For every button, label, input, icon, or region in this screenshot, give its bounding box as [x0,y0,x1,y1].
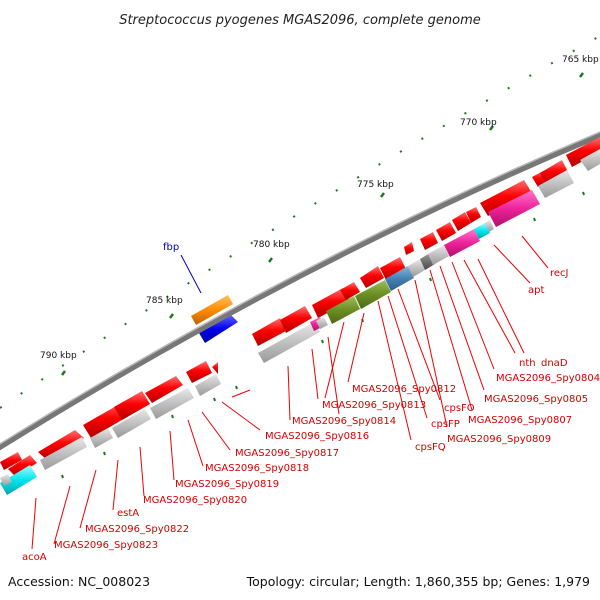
magenta-block [444,229,480,257]
gene-arrow [436,222,456,241]
gray-block [0,474,12,486]
major-tick [489,125,494,131]
gene-label-spy0817: MGAS2096_Spy0817 [235,448,339,459]
tick-label-790: 790 kbp [40,351,77,361]
leader-lines [31,235,549,550]
gene-label-spy0816: MGAS2096_Spy0816 [265,431,369,442]
tick-label-770: 770 kbp [460,118,497,128]
gene-arrow [312,288,350,318]
gene-arrow [114,391,150,420]
gene-label-apt: apt [528,285,544,296]
fbp-blue-block [199,315,238,343]
backbone-highlight [0,131,600,445]
gene-label-spy0818: MGAS2096_Spy0818 [205,463,309,474]
gene-label-cpsFQ: cpsFQ [415,442,446,453]
map-title: Streptococcus pyogenes MGAS2096, complet… [119,13,481,28]
cyan-block [474,223,490,239]
major-tick [61,370,66,376]
gene-arrow [380,257,406,280]
gene-arrow [212,362,218,374]
gene-arrow [340,282,360,300]
gene-label-spy0819: MGAS2096_Spy0819 [175,479,279,490]
magenta-block [488,190,540,227]
forward-genes [0,137,600,476]
tick-label-785: 785 kbp [146,296,183,306]
gray-block [258,322,320,363]
gray-block [316,317,328,329]
gene-arrow [360,266,384,288]
gene-label-spy0805: MGAS2096_Spy0805 [484,394,588,405]
gray-block [150,388,194,419]
gray-block [40,437,87,470]
gray-block [112,409,151,438]
gene-label-spy0804: MGAS2096_Spy0804 [496,373,600,384]
gray-block [408,259,425,277]
cyan-block [0,465,37,495]
gene-label-spy0807: MGAS2096_Spy0807 [468,415,572,426]
tick-label-765: 765 kbp [562,55,599,65]
fbp-feature [180,254,238,343]
major-tick [579,72,584,78]
accession-text: Accession: NC_008023 [8,574,150,589]
gene-arrow [252,318,286,346]
tick-label-780: 780 kbp [253,240,290,250]
olive-block [355,280,391,309]
gray-block [485,220,494,232]
gene-label-spy0822: MGAS2096_Spy0822 [85,524,189,535]
gene-arrow [466,207,481,223]
gene-arrow [145,376,183,403]
gene-label-spy0823: MGAS2096_Spy0823 [54,540,158,551]
major-tick [380,192,385,198]
gene-label-estA: estA [117,508,139,519]
gene-label-spy0812: MGAS2096_Spy0812 [352,384,456,395]
gene-arrow [566,137,600,167]
gene-label-fbp: fbp [163,242,179,253]
major-tick [268,257,273,263]
gene-label-spy0814: MGAS2096_Spy0814 [292,416,396,427]
gene-label-recJ: recJ [550,268,569,279]
summary-text: Topology: circular; Length: 1,860,355 bp… [246,574,590,589]
ring-marks [61,191,585,479]
tick-dots [0,35,600,409]
gene-label-spy0820: MGAS2096_Spy0820 [143,495,247,506]
gene-label-nth: nth [519,358,536,369]
fbp-orange-block [191,295,233,325]
steelblue-block [385,266,414,291]
tick-label-775: 775 kbp [357,180,394,190]
olive-block [326,296,360,324]
gray-block [428,245,449,265]
gene-label-cpsFP: cpsFP [431,419,460,430]
inner-ring [0,149,600,495]
gene-arrow [404,242,414,255]
gene-arrow [480,180,532,216]
gene-arrow [540,160,568,185]
gene-arrow [38,430,84,460]
gene-label-cpsFO: cpsFO [444,403,475,414]
gray-block [538,170,574,198]
gene-arrow [8,455,37,476]
gene-label-acoA: acoA [22,552,47,563]
gene-arrow [0,452,22,470]
gray-block [580,149,600,171]
gene-arrow [452,212,471,231]
gene-label-spy0809: MGAS2096_Spy0809 [447,434,551,445]
gray-block [195,374,221,396]
gene-arrow [420,232,438,250]
genome-backbone [0,131,600,451]
gene-label-dnaD: dnaD [541,358,568,369]
gene-arrow [186,361,212,383]
gene-label-spy0813: MGAS2096_Spy0813 [322,400,426,411]
major-tick [169,313,174,319]
gray-block [90,428,113,448]
gene-arrow [280,306,312,333]
gene-labels: recJ apt dnaD nth MGAS2096_Spy0804 MGAS2… [22,268,600,563]
